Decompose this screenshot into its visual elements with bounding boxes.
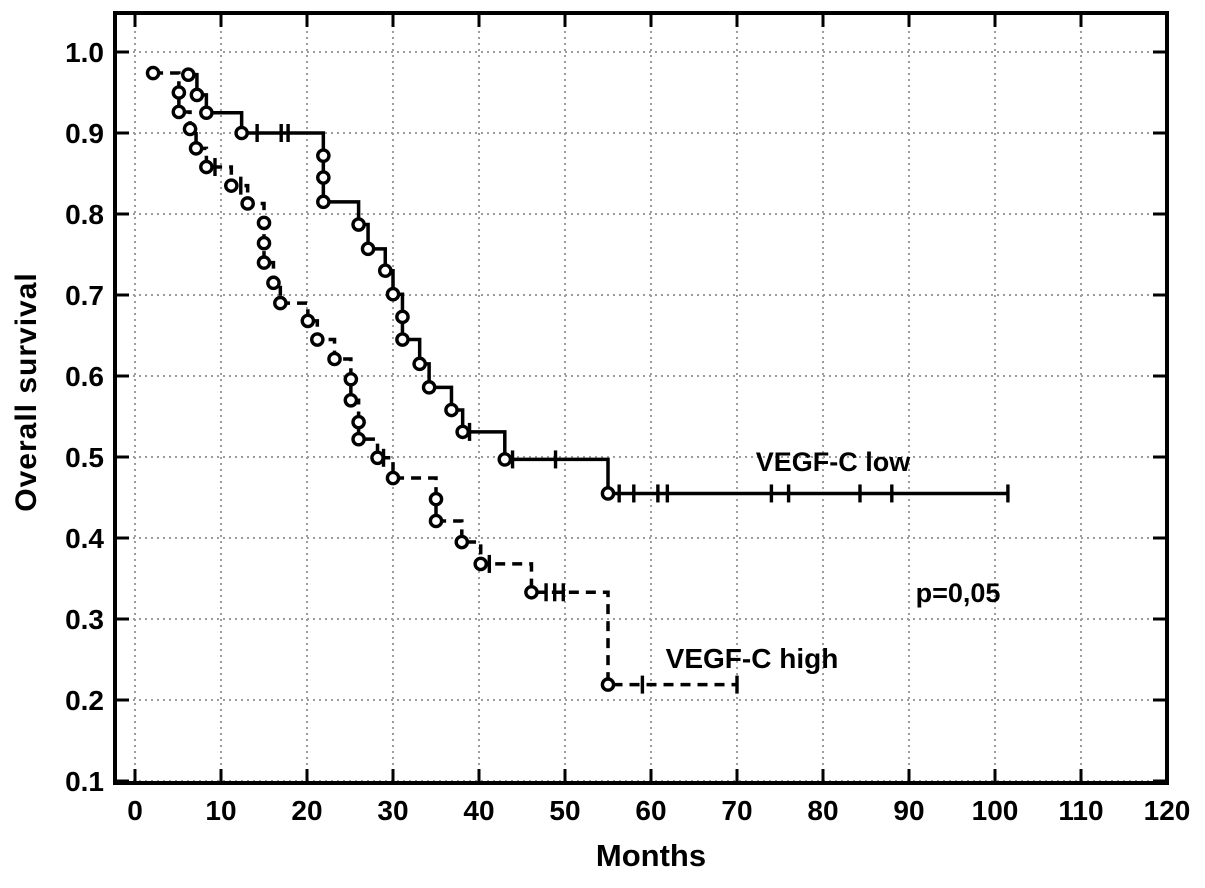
- event-marker: [240, 196, 255, 211]
- event-marker: [360, 241, 376, 257]
- event-marker: [377, 263, 393, 279]
- event-marker: [412, 356, 427, 372]
- event-marker: [189, 87, 205, 103]
- event-marker: [444, 402, 459, 418]
- label-p-value: p=0,05: [915, 578, 1001, 608]
- event-marker: [256, 255, 272, 270]
- event-marker: [273, 295, 288, 311]
- x-axis-title: Months: [595, 838, 707, 873]
- x-tick-label: 90: [893, 795, 924, 826]
- event-marker: [473, 556, 489, 572]
- event-marker: [181, 67, 196, 82]
- event-marker: [454, 534, 470, 550]
- event-marker: [385, 470, 401, 486]
- event-marker: [395, 332, 410, 347]
- event-marker: [171, 104, 187, 120]
- x-tick-label: 40: [463, 795, 494, 826]
- y-tick-label: 0.4: [65, 523, 104, 554]
- event-marker: [199, 159, 214, 175]
- event-marker: [316, 194, 331, 210]
- event-marker: [256, 235, 272, 251]
- event-marker: [188, 141, 204, 156]
- x-tick-label: 20: [291, 795, 322, 826]
- event-marker: [351, 217, 366, 232]
- event-marker: [316, 170, 331, 185]
- event-marker: [421, 380, 437, 395]
- x-tick-label: 80: [807, 795, 838, 826]
- event-marker: [455, 424, 470, 440]
- label-vegf-c-high: VEGF-C high: [665, 643, 839, 674]
- axis-ticks: [117, 15, 1169, 783]
- event-marker: [524, 584, 539, 600]
- event-marker: [351, 414, 366, 430]
- event-marker: [199, 105, 214, 121]
- y-tick-label: 0.8: [65, 199, 104, 230]
- x-tick-labels: 0 10 20 30 40 50 60 70 80 90 100 110 120: [127, 795, 1190, 826]
- y-tick-labels: 0.1 0.2 0.3 0.4 0.5 0.6 0.7 0.8 0.9 1.0: [65, 37, 104, 797]
- x-tick-label: 70: [721, 795, 752, 826]
- survival-curve-vegf-c-high: [153, 71, 737, 687]
- event-marker: [266, 275, 281, 291]
- x-tick-label: 0: [127, 795, 143, 826]
- event-marker: [497, 452, 513, 467]
- event-marker: [343, 392, 359, 408]
- event-marker: [171, 85, 187, 100]
- event-marker: [316, 148, 331, 163]
- event-marker: [385, 286, 401, 302]
- x-tick-label: 10: [205, 795, 236, 826]
- y-tick-label: 0.3: [65, 604, 104, 635]
- event-marker: [145, 65, 161, 81]
- event-marker: [351, 431, 366, 447]
- event-marker: [300, 313, 316, 329]
- x-tick-label: 110: [1058, 795, 1103, 826]
- event-marker: [310, 332, 325, 347]
- event-marker: [428, 513, 444, 529]
- label-vegf-c-low: VEGF-C low: [755, 447, 911, 477]
- event-marker: [428, 491, 444, 507]
- event-marker: [395, 309, 410, 325]
- event-marker: [370, 450, 385, 466]
- event-marker: [256, 215, 272, 231]
- x-tick-label: 120: [1144, 795, 1191, 826]
- y-tick-label: 0.1: [65, 766, 104, 797]
- y-tick-label: 1.0: [65, 37, 104, 68]
- x-tick-label: 50: [549, 795, 580, 826]
- grid: [115, 13, 1167, 783]
- y-tick-label: 0.2: [65, 685, 104, 716]
- series-vegf-c-high: [145, 65, 739, 694]
- y-tick-label: 0.6: [65, 361, 104, 392]
- y-tick-label: 0.7: [65, 280, 104, 311]
- plot-frame: [113, 11, 1169, 785]
- event-marker: [327, 351, 342, 367]
- event-marker: [600, 486, 616, 501]
- event-marker: [600, 677, 616, 692]
- event-marker: [182, 121, 198, 137]
- series-vegf-c-low: [181, 67, 1010, 503]
- y-tick-label: 0.5: [65, 442, 104, 473]
- x-tick-label: 30: [377, 795, 408, 826]
- y-tick-label: 0.9: [65, 118, 104, 149]
- survival-curve-vegf-c-low: [188, 72, 1008, 496]
- y-axis-title: Overall survival: [10, 272, 43, 512]
- x-tick-label: 60: [635, 795, 666, 826]
- x-tick-label: 100: [972, 795, 1019, 826]
- event-marker: [343, 371, 359, 387]
- event-marker: [224, 178, 239, 193]
- event-marker: [234, 125, 249, 141]
